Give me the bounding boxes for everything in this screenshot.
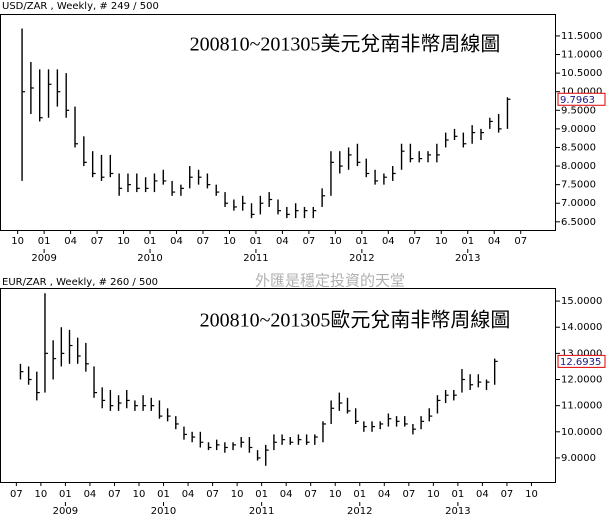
last-price-box — [557, 354, 606, 368]
y-tick-label: 10.5000 — [561, 68, 602, 79]
x-tick-label: 01 — [157, 489, 170, 500]
x-tick-label: 07 — [408, 236, 421, 247]
y-tick-label: 7.5000 — [561, 180, 596, 191]
x-tick-label: 04 — [476, 489, 489, 500]
x-tick-label: 10 — [35, 489, 48, 500]
x-tick-label: 01 — [255, 489, 268, 500]
x-tick-label: 01 — [250, 236, 263, 247]
watermark: 外匯是穩定投資的天堂 — [255, 272, 405, 290]
x-tick-label: 10 — [525, 489, 538, 500]
x-tick-label: 10 — [231, 489, 244, 500]
x-tick-label: 04 — [276, 236, 289, 247]
year-label: 2012 — [349, 253, 374, 264]
x-tick-label: 04 — [182, 489, 195, 500]
y-tick-label: 10.0000 — [561, 87, 602, 98]
x-tick-label: 01 — [59, 489, 72, 500]
chart-header: USD/ZAR , Weekly, # 249 / 500 — [2, 1, 159, 12]
x-tick-label: 07 — [514, 236, 527, 247]
last-price-label: 9.7963 — [560, 95, 595, 106]
y-tick-label: 12.0000 — [561, 375, 602, 386]
x-tick-label: 10 — [133, 489, 146, 500]
x-tick-label: 04 — [170, 236, 183, 247]
x-tick-label: 01 — [144, 236, 157, 247]
y-tick-label: 9.5000 — [561, 105, 596, 116]
y-tick-label: 15.0000 — [561, 296, 602, 307]
x-tick-label: 10 — [329, 236, 342, 247]
x-tick-label: 04 — [64, 236, 77, 247]
x-tick-label: 04 — [280, 489, 293, 500]
x-tick-label: 01 — [38, 236, 51, 247]
y-tick-label: 6.5000 — [561, 217, 596, 228]
x-tick-label: 07 — [206, 489, 219, 500]
last-price-box — [557, 92, 606, 106]
year-label: 2010 — [151, 506, 176, 517]
plot-frame — [0, 14, 556, 231]
x-tick-label: 10 — [11, 236, 24, 247]
year-label: 2010 — [137, 253, 162, 264]
x-tick-label: 07 — [91, 236, 104, 247]
x-tick-label: 07 — [10, 489, 23, 500]
year-label: 2012 — [347, 506, 372, 517]
y-tick-label: 9.0000 — [561, 453, 596, 464]
year-label: 2013 — [445, 506, 470, 517]
x-tick-label: 07 — [501, 489, 514, 500]
last-price-label: 12.6935 — [560, 357, 601, 368]
x-tick-label: 01 — [452, 489, 465, 500]
x-tick-label: 01 — [461, 236, 474, 247]
x-tick-label: 07 — [303, 236, 316, 247]
y-tick-label: 11.0000 — [561, 50, 602, 61]
x-tick-label: 10 — [435, 236, 448, 247]
y-tick-label: 8.5000 — [561, 142, 596, 153]
y-tick-label: 7.0000 — [561, 198, 596, 209]
chart-annotation: 200810~201305歐元兌南非幣周線圖 — [200, 309, 511, 332]
x-tick-label: 04 — [84, 489, 97, 500]
year-label: 2009 — [53, 506, 78, 517]
x-tick-label: 01 — [355, 236, 368, 247]
y-tick-label: 11.0000 — [561, 401, 602, 412]
x-tick-label: 04 — [378, 489, 391, 500]
year-label: 2011 — [243, 253, 268, 264]
year-label: 2011 — [249, 506, 274, 517]
x-tick-label: 10 — [329, 489, 342, 500]
year-label: 2013 — [455, 253, 480, 264]
y-tick-label: 14.0000 — [561, 322, 602, 333]
x-tick-label: 07 — [197, 236, 210, 247]
x-tick-label: 01 — [353, 489, 366, 500]
chart-header: EUR/ZAR , Weekly, # 260 / 500 — [2, 277, 158, 288]
chart-annotation: 200810~201305美元兌南非幣周線圖 — [190, 33, 501, 56]
x-tick-label: 07 — [304, 489, 317, 500]
y-tick-label: 10.0000 — [561, 427, 602, 438]
x-tick-label: 10 — [223, 236, 236, 247]
x-tick-label: 04 — [488, 236, 501, 247]
x-tick-label: 10 — [117, 236, 130, 247]
x-tick-label: 04 — [382, 236, 395, 247]
y-tick-label: 8.0000 — [561, 161, 596, 172]
y-tick-label: 9.0000 — [561, 124, 596, 135]
x-tick-label: 07 — [402, 489, 415, 500]
year-label: 2009 — [31, 253, 56, 264]
y-tick-label: 13.0000 — [561, 348, 602, 359]
y-tick-label: 11.5000 — [561, 31, 602, 42]
x-tick-label: 07 — [108, 489, 121, 500]
plot-frame — [0, 288, 556, 483]
x-tick-label: 10 — [427, 489, 440, 500]
